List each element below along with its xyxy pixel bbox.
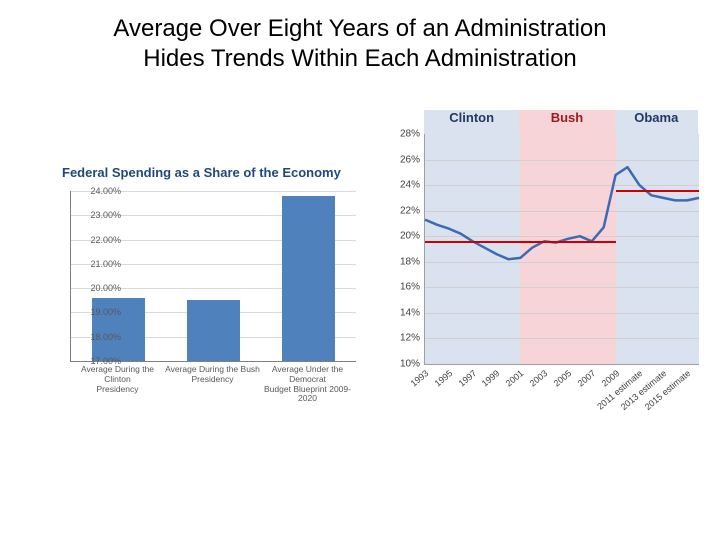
line-y-tick: 24%: [392, 180, 420, 191]
line-x-tick: 2001: [504, 368, 526, 389]
bar-x-label: Average During the BushPresidency: [165, 365, 260, 385]
line-x-tick: 1999: [480, 368, 502, 389]
bar-x-label: Average Under the DemocratBudget Bluepri…: [260, 365, 355, 404]
bar-chart: Federal Spending as a Share of the Econo…: [24, 165, 364, 425]
bar-y-tick: 23.00%: [77, 210, 121, 220]
line-x-tick: 1993: [409, 368, 431, 389]
bar-x-label-l1: Average During the Clinton: [81, 364, 154, 384]
line-y-tick: 22%: [392, 205, 420, 216]
bar-chart-title: Federal Spending as a Share of the Econo…: [62, 165, 341, 180]
bar-y-tick: 21.00%: [77, 259, 121, 269]
avg-line: [520, 241, 615, 243]
bar-x-label-l2: Budget Blueprint 2009-2020: [264, 384, 351, 404]
era-label: Clinton: [424, 110, 519, 125]
bar-x-label-l2: Presidency: [191, 374, 233, 384]
line-x-tick: 2003: [528, 368, 550, 389]
bar-x-label-l2: Presidency: [96, 384, 138, 394]
line-y-tick: 20%: [392, 231, 420, 242]
bar-y-tick: 22.00%: [77, 235, 121, 245]
bar-x-label-l1: Average During the Bush: [165, 364, 260, 374]
bar-x-label-l1: Average Under the Democrat: [272, 364, 343, 384]
line-x-tick: 1997: [456, 368, 478, 389]
bar: [282, 196, 334, 361]
avg-line: [425, 241, 520, 243]
slide-title: Average Over Eight Years of an Administr…: [0, 14, 720, 74]
line-y-tick: 14%: [392, 307, 420, 318]
title-line-2: Hides Trends Within Each Administration: [143, 45, 577, 72]
line-y-tick: 12%: [392, 333, 420, 344]
line-y-tick: 28%: [392, 129, 420, 140]
avg-line: [616, 190, 699, 192]
bar-y-tick: 18.00%: [77, 332, 121, 342]
line-x-tick: 2007: [575, 368, 597, 389]
era-label: Bush: [519, 110, 614, 125]
line-y-tick: 16%: [392, 282, 420, 293]
line-plot-area: [424, 134, 699, 365]
line-y-tick: 26%: [392, 154, 420, 165]
bar-y-tick: 19.00%: [77, 307, 121, 317]
line-y-tick: 18%: [392, 256, 420, 267]
line-y-tick: 10%: [392, 359, 420, 370]
line-chart: ClintonBushObama 10% 12% 14% 16% 18% 20% 22% 24%…: [392, 110, 704, 430]
era-label: Obama: [615, 110, 698, 125]
bar: [187, 300, 239, 361]
slide: Average Over Eight Years of an Administr…: [0, 0, 720, 540]
bar-y-tick: 20.00%: [77, 283, 121, 293]
bar-y-tick: 24.00%: [77, 186, 121, 196]
title-line-1: Average Over Eight Years of an Administr…: [113, 15, 606, 42]
line-x-tick: 2005: [552, 368, 574, 389]
bar-x-label: Average During the ClintonPresidency: [70, 365, 165, 394]
line-x-tick: 1995: [432, 368, 454, 389]
series-line: [425, 134, 699, 364]
